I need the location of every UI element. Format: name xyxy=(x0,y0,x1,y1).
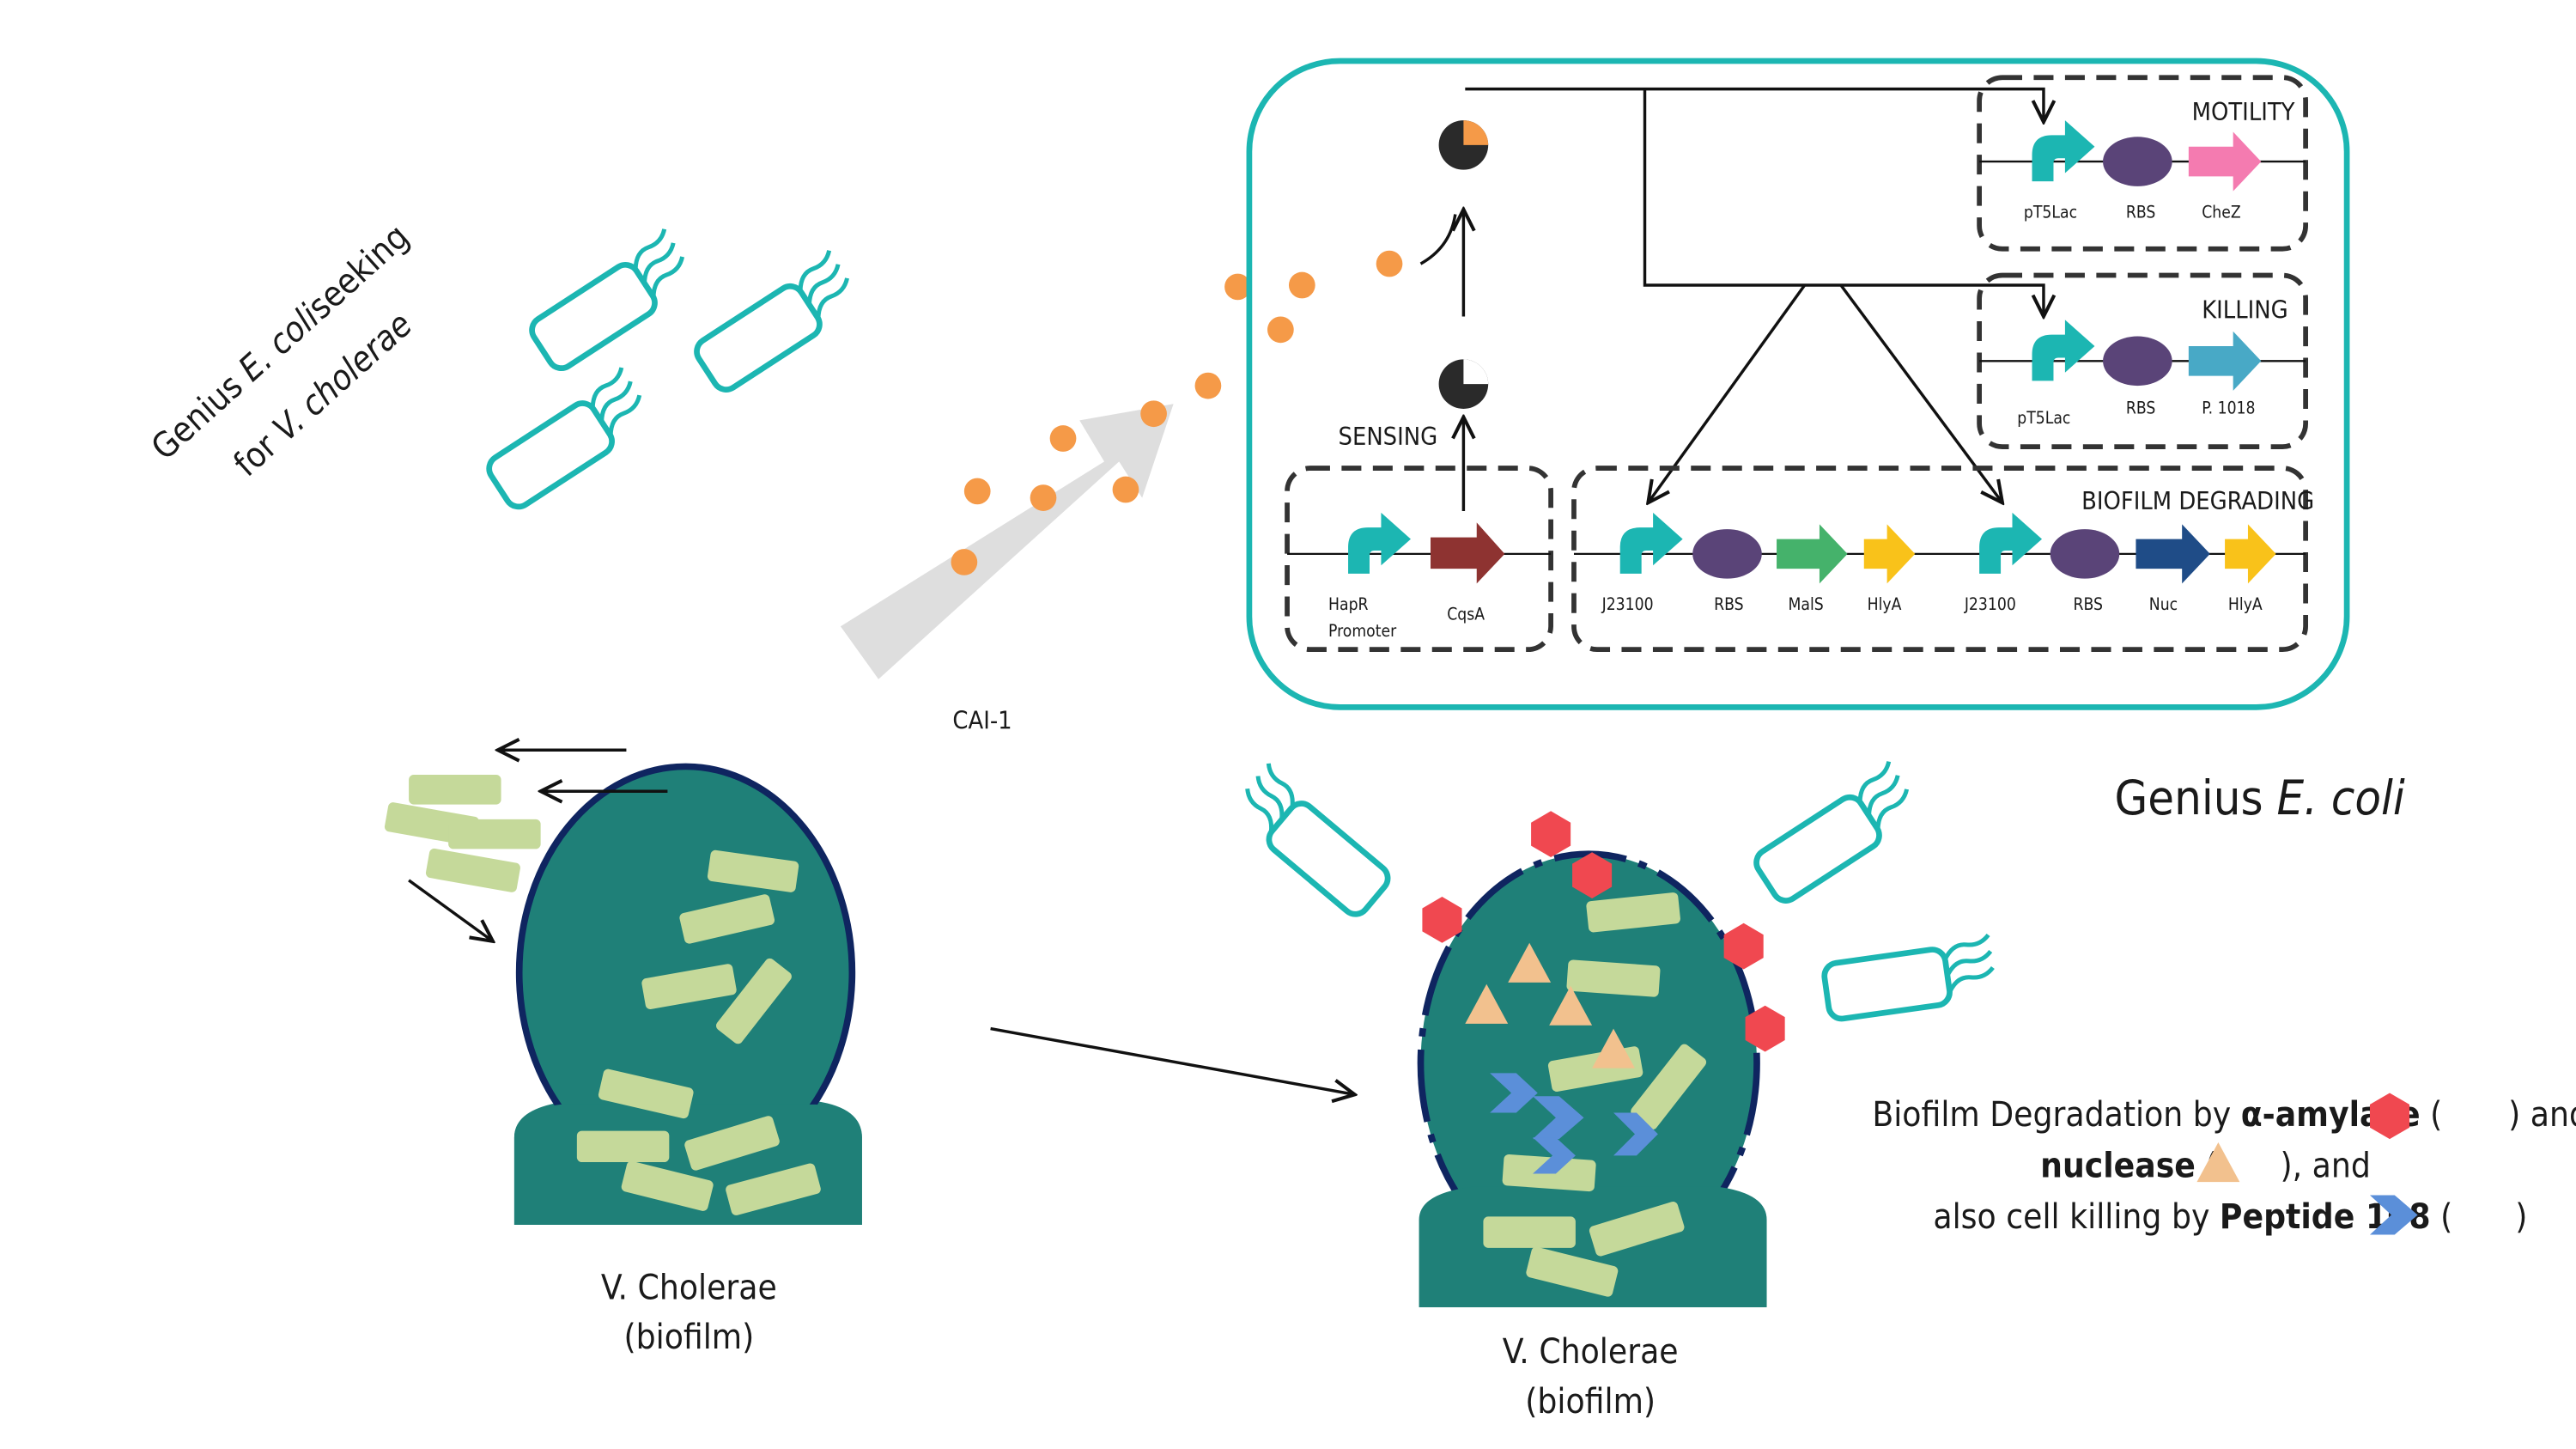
biofilm-rods xyxy=(1483,892,1707,1297)
svg-text:J23100: J23100 xyxy=(1601,594,1654,614)
signal-arrows xyxy=(1419,87,2043,511)
right-biofilm-label-2: (biofilm) xyxy=(1525,1381,1656,1422)
left-biofilm xyxy=(384,750,862,1225)
promoter-icon xyxy=(1348,512,1411,574)
mals-gene xyxy=(1777,524,1848,584)
svg-text:RBS: RBS xyxy=(2074,594,2103,614)
ecoli-bacterium xyxy=(688,251,863,395)
svg-text:Promoter: Promoter xyxy=(1328,621,1397,641)
cai-dot xyxy=(1376,250,1403,277)
rbs-icon xyxy=(2103,137,2172,186)
cai-dot xyxy=(1224,273,1251,301)
svg-text:HlyA: HlyA xyxy=(2228,594,2263,614)
legend: Biofilm Degradation by α-amylase ( ) and… xyxy=(1872,1093,2576,1237)
receptor-unbound xyxy=(1438,359,1489,409)
promoter-icon xyxy=(1979,512,2043,574)
genius-ecoli-label: Genius E. coli xyxy=(2114,770,2404,826)
legend-line-3: also cell killing by Peptide 108 ( ) xyxy=(1933,1196,2527,1237)
left-biofilm-label-2: (biofilm) xyxy=(623,1317,754,1357)
receptor-bound xyxy=(1438,120,1489,170)
motility-title: MOTILITY xyxy=(2192,97,2295,126)
legend-amylase-hexagon xyxy=(2369,1093,2410,1140)
promoter-icon xyxy=(1619,512,1683,574)
rbs-icon xyxy=(2103,336,2172,387)
killing-title: KILLING xyxy=(2202,295,2287,324)
ecoli-bacterium xyxy=(1748,762,1923,906)
promoter-icon xyxy=(2032,320,2095,381)
biofilm-rods xyxy=(576,849,821,1215)
svg-text:pT5Lac: pT5Lac xyxy=(2017,408,2070,428)
peptide-chevrons xyxy=(1490,1073,1658,1174)
svg-text:CheZ: CheZ xyxy=(2202,202,2241,222)
svg-text:HapR: HapR xyxy=(1328,594,1369,614)
cai-dot xyxy=(1049,425,1077,452)
ecoli-bacterium xyxy=(1228,764,1397,920)
motility-module: MOTILITY pT5Lac RBS CheZ xyxy=(1977,75,2309,252)
cai-label: CAI-1 xyxy=(952,705,1012,734)
seeking-bacteria-group xyxy=(481,229,864,512)
promoter-icon xyxy=(2032,120,2095,182)
cai-dot xyxy=(963,478,991,505)
ecoli-bacterium xyxy=(1822,935,1997,1020)
ecoli-bacterium xyxy=(481,368,656,512)
svg-text:pT5Lac: pT5Lac xyxy=(2024,202,2077,222)
degrading-module: BIOFILM DEGRADING J23100 RBS MalS HlyA J… xyxy=(1571,466,2314,653)
cai-dot xyxy=(1112,476,1139,503)
cai-dot xyxy=(951,549,978,575)
rbs-icon xyxy=(2050,529,2120,579)
detached-rods xyxy=(384,775,541,892)
svg-text:HlyA: HlyA xyxy=(1868,594,1902,614)
right-biofilm-label-1: V. Cholerae xyxy=(1503,1331,1679,1372)
chez-gene xyxy=(2188,131,2262,192)
circuit-panel xyxy=(1246,58,2350,710)
sensing-module: SENSING HapR Promoter CqsA xyxy=(1285,422,1553,653)
svg-text:Nuc: Nuc xyxy=(2149,594,2178,614)
cai-dot xyxy=(1194,372,1222,399)
cai-dot xyxy=(1267,316,1294,344)
svg-text:RBS: RBS xyxy=(1714,594,1743,614)
svg-text:MalS: MalS xyxy=(1788,594,1823,614)
legend-line-1: Biofilm Degradation by α-amylase ( ) and xyxy=(1872,1094,2576,1135)
svg-text:P. 1018: P. 1018 xyxy=(2202,399,2255,418)
cai-dot xyxy=(1030,484,1057,511)
legend-peptide-chevron xyxy=(2369,1195,2418,1235)
right-biofilm xyxy=(1417,811,1785,1307)
nuc-gene xyxy=(2136,524,2210,584)
cai-dot xyxy=(1288,271,1315,299)
killing-module: KILLING pT5Lac RBS P. 1018 xyxy=(1977,272,2309,449)
rbs-icon xyxy=(1692,529,1762,579)
cai-molecules xyxy=(951,250,1403,575)
svg-text:J23100: J23100 xyxy=(1964,594,2016,614)
legend-line-2: nuclease ( ), and xyxy=(2040,1145,2371,1185)
seeking-label-line2: for V. cholerae xyxy=(226,304,420,484)
ecoli-bacterium xyxy=(524,229,699,374)
degrading-title: BIOFILM DEGRADING xyxy=(2081,486,2314,515)
svg-text:RBS: RBS xyxy=(2126,202,2155,222)
svg-text:CqsA: CqsA xyxy=(1447,605,1485,624)
p1018-gene xyxy=(2188,331,2262,391)
left-biofilm-label-1: V. Cholerae xyxy=(601,1267,777,1307)
svg-text:RBS: RBS xyxy=(2126,399,2155,418)
legend-nuclease-triangle xyxy=(2196,1142,2240,1183)
hlya-gene xyxy=(1863,524,1916,584)
cqsa-gene xyxy=(1431,522,1505,584)
hlya-gene xyxy=(2225,524,2276,584)
sensing-title: SENSING xyxy=(1339,422,1438,451)
nuclease-triangles xyxy=(1465,942,1635,1068)
cai-gradient-arrow xyxy=(840,404,1174,679)
dispersal-arrows xyxy=(408,750,668,941)
transition-arrow xyxy=(990,1026,1355,1095)
amylase-hexagons xyxy=(1422,811,1785,1052)
cai-dot xyxy=(1140,400,1167,428)
